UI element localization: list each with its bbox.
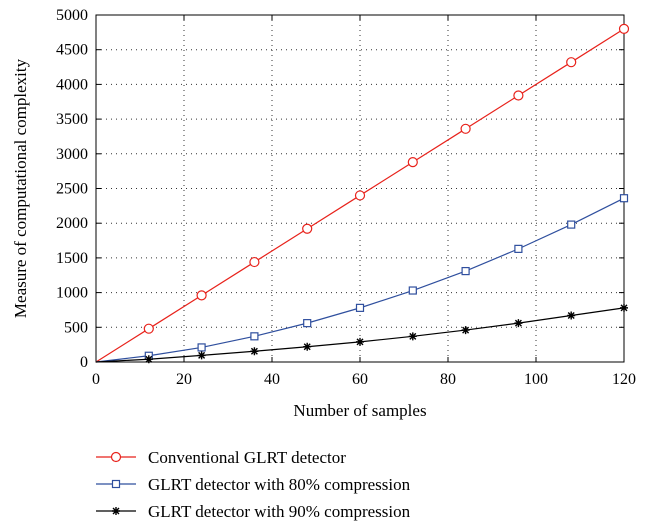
x-axis-ticks: 0 20 40 60 80 100 120: [92, 15, 636, 388]
y-tick-label: 0: [80, 354, 88, 371]
x-tick-label: 80: [440, 371, 456, 388]
y-tick-label: 1500: [56, 250, 88, 267]
star-marker: [250, 347, 259, 356]
star-marker: [356, 337, 364, 346]
legend-label: Conventional GLRT detector: [148, 448, 346, 467]
star-marker: [408, 332, 417, 341]
circle-marker: [143, 323, 154, 334]
x-tick-label: 60: [352, 371, 368, 388]
square-marker: [250, 332, 259, 341]
y-tick-label: 4500: [56, 42, 88, 59]
x-tick-label: 0: [92, 371, 100, 388]
star-marker: [461, 326, 470, 335]
y-axis-label: Measure of computational complexity: [11, 58, 30, 318]
circle-marker: [618, 23, 630, 34]
x-tick-label: 100: [524, 371, 548, 388]
y-tick-label: 2000: [56, 215, 88, 232]
square-marker: [197, 343, 206, 352]
y-tick-label: 5000: [56, 7, 88, 24]
legend-item: GLRT detector with 90% compression: [96, 502, 411, 521]
circle-marker: [407, 157, 418, 168]
y-tick-label: 4000: [56, 76, 88, 93]
circle-marker: [302, 223, 313, 234]
series-layer: [95, 23, 630, 364]
legend-label: GLRT detector with 80% compression: [148, 475, 411, 494]
y-tick-label: 500: [64, 319, 88, 336]
star-marker: [620, 303, 628, 312]
star-marker: [567, 311, 576, 320]
circle-marker: [566, 57, 577, 68]
x-axis-label: Number of samples: [293, 401, 426, 420]
circle-marker: [460, 123, 471, 134]
square-marker: [514, 244, 523, 253]
circle-marker: [354, 190, 366, 201]
circle-marker: [196, 290, 207, 301]
y-tick-label: 3500: [56, 111, 88, 128]
square-marker: [619, 194, 629, 203]
y-axis-ticks: 0 500 1000 1500 2000 2500 3000 3500 4000 4500 5000: [56, 7, 624, 371]
legend: Conventional GLRT detector GLRT detector …: [96, 448, 411, 521]
legend-item: Conventional GLRT detector: [96, 448, 346, 467]
y-tick-label: 3000: [56, 146, 88, 163]
circle-marker: [513, 90, 524, 101]
circle-marker: [110, 451, 122, 463]
circle-marker: [249, 256, 260, 268]
series-star: [95, 303, 628, 364]
star-marker: [197, 351, 206, 360]
square-marker: [408, 286, 417, 295]
series-circle: [95, 23, 630, 363]
square-marker: [461, 266, 470, 276]
series-square: [95, 194, 629, 363]
star-marker: [514, 319, 523, 328]
star-marker: [303, 342, 312, 351]
x-tick-label: 20: [176, 371, 192, 388]
star-marker: [112, 507, 120, 515]
y-tick-label: 2500: [56, 181, 88, 198]
x-tick-label: 40: [264, 371, 280, 388]
legend-item: GLRT detector with 80% compression: [96, 475, 411, 494]
star-marker: [144, 355, 153, 364]
square-marker: [303, 319, 312, 328]
legend-label: GLRT detector with 90% compression: [148, 502, 411, 521]
y-tick-label: 1000: [56, 285, 88, 302]
square-marker: [567, 220, 576, 229]
x-tick-label: 120: [612, 371, 636, 388]
square-marker: [355, 303, 365, 312]
square-marker: [111, 479, 121, 489]
